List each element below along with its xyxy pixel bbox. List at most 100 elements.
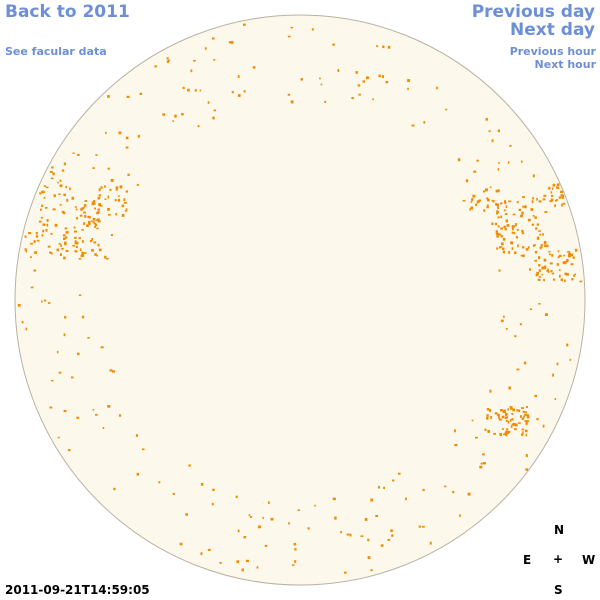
previous-hour-link[interactable]: Previous hour — [509, 45, 596, 58]
facula-speck — [49, 171, 53, 173]
facula-speck — [154, 65, 157, 68]
next-hour-link[interactable]: Next hour — [534, 58, 597, 71]
facula-speck — [74, 250, 78, 253]
facula-speck — [96, 211, 100, 215]
facula-speck — [93, 222, 97, 225]
facula-speck — [502, 250, 506, 254]
facula-speck — [538, 230, 541, 232]
see-facular-data-link[interactable]: See facular data — [5, 45, 107, 58]
facula-speck — [63, 333, 66, 337]
facula-speck — [64, 227, 68, 230]
facula-speck — [525, 433, 527, 437]
next-day-link[interactable]: Next day — [510, 20, 595, 40]
facula-speck — [559, 274, 561, 278]
facula-speck — [264, 544, 268, 547]
facula-speck — [557, 256, 560, 259]
facula-speck — [512, 408, 515, 412]
facula-speck — [105, 131, 107, 135]
facula-speck — [482, 453, 485, 456]
facula-speck — [422, 525, 425, 528]
facula-speck — [509, 145, 512, 147]
facula-speck — [496, 247, 499, 250]
facula-speck — [49, 251, 52, 254]
facula-speck — [469, 208, 471, 211]
facula-speck — [104, 198, 107, 200]
facula-speck — [125, 190, 129, 193]
facula-speck — [46, 219, 49, 222]
facula-speck — [294, 560, 297, 563]
facula-speck — [83, 222, 86, 225]
facula-speck — [503, 315, 505, 318]
facula-speck — [61, 210, 65, 213]
facula-speck — [75, 241, 79, 245]
facula-speck — [332, 43, 335, 46]
facula-speck — [486, 206, 489, 209]
facula-speck — [496, 203, 499, 206]
facula-speck — [25, 327, 28, 331]
facula-speck — [538, 269, 541, 272]
facula-speck — [551, 194, 554, 197]
facula-speck — [517, 244, 519, 248]
previous-day-link[interactable]: Previous day — [471, 2, 595, 22]
facula-speck — [81, 251, 84, 255]
facula-speck — [41, 204, 44, 207]
facula-speck — [84, 200, 88, 202]
facula-speck — [507, 251, 510, 254]
facula-speck — [526, 415, 530, 419]
facula-speck — [91, 238, 94, 241]
facula-speck — [367, 538, 370, 542]
facula-speck — [84, 214, 87, 218]
facula-speck — [319, 77, 321, 80]
facula-speck — [81, 229, 84, 231]
facula-speck — [142, 448, 145, 451]
facula-speck — [526, 406, 528, 408]
facula-speck — [107, 405, 111, 408]
facula-speck — [454, 444, 458, 447]
facula-speck — [532, 197, 534, 200]
facula-speck — [562, 202, 566, 205]
facula-speck — [207, 548, 211, 551]
facula-speck — [81, 207, 85, 210]
facula-speck — [41, 234, 44, 237]
facula-speck — [92, 221, 95, 223]
facula-speck — [531, 200, 534, 204]
facula-speck — [123, 198, 126, 202]
facula-speck — [88, 215, 91, 219]
facula-speck — [492, 200, 495, 203]
facula-speck — [497, 216, 500, 219]
facula-speck — [125, 146, 129, 149]
facula-speck — [486, 204, 489, 207]
facula-speck — [527, 246, 530, 249]
facula-speck — [521, 160, 523, 163]
facula-speck — [418, 525, 421, 528]
facula-speck — [534, 394, 537, 397]
facula-speck — [574, 273, 576, 275]
facula-speck — [499, 233, 502, 236]
facula-speck — [200, 552, 203, 555]
facula-speck — [181, 113, 184, 116]
facula-speck — [541, 266, 544, 270]
facula-speck — [551, 272, 555, 275]
facula-speck — [485, 188, 488, 192]
facula-speck — [483, 462, 486, 465]
facula-speck — [24, 236, 27, 238]
facula-speck — [381, 75, 384, 78]
facula-speck — [92, 218, 96, 221]
facula-speck — [476, 200, 479, 204]
facula-speck — [61, 169, 65, 172]
facula-speck — [51, 166, 54, 169]
back-to-year-link[interactable]: Back to 2011 — [5, 2, 130, 22]
facula-speck — [387, 45, 391, 49]
facula-speck — [518, 409, 521, 413]
facula-speck — [109, 188, 112, 191]
facula-speck — [521, 428, 525, 431]
facula-speck — [212, 116, 215, 120]
facula-speck — [515, 236, 519, 239]
facula-speck — [212, 37, 215, 40]
facula-speck — [49, 406, 53, 409]
facula-speck — [65, 249, 69, 252]
facula-speck — [362, 80, 365, 83]
facula-speck — [376, 45, 379, 47]
facula-speck — [307, 527, 310, 530]
facula-speck — [42, 223, 46, 226]
